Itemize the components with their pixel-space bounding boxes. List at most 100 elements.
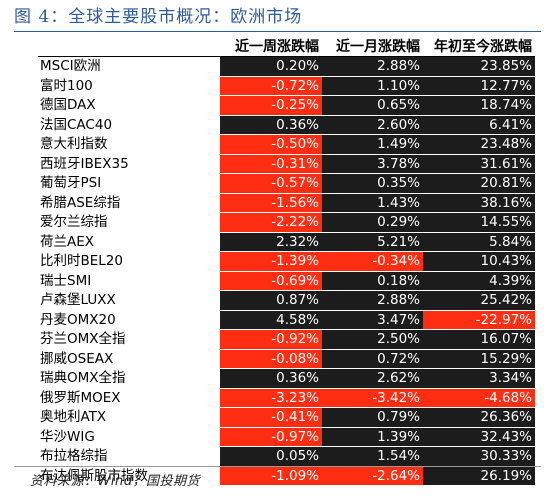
month-change-cell: 5.21% bbox=[322, 232, 423, 252]
index-name: 意大利指数 bbox=[38, 134, 220, 155]
title-divider bbox=[14, 31, 541, 32]
ytd-change-cell: 25.42% bbox=[423, 290, 535, 311]
table-row: 瑞典OMX全指 0.36% 2.62% 3.34% bbox=[38, 368, 535, 389]
table-row: 意大利指数 -0.50% 1.49% 23.48% bbox=[38, 134, 535, 155]
week-change-cell: -0.69% bbox=[220, 271, 322, 291]
index-name: MSCI欧洲 bbox=[38, 56, 220, 77]
index-name: 奥地利ATX bbox=[38, 407, 220, 428]
week-change-cell: 0.36% bbox=[220, 115, 322, 135]
month-change-cell: 1.39% bbox=[322, 427, 423, 447]
market-table: 近一周涨跌幅 近一月涨跌幅 年初至今涨跌幅 MSCI欧洲 0.20% 2.88% 23… bbox=[38, 36, 535, 486]
index-name: 挪威OSEAX bbox=[38, 349, 220, 369]
week-change-cell: 0.87% bbox=[220, 290, 322, 311]
month-change-cell: 2.60% bbox=[322, 115, 423, 135]
index-name: 布拉格综指 bbox=[38, 446, 220, 467]
ytd-change-cell: -4.68% bbox=[423, 388, 535, 408]
week-change-cell: -0.92% bbox=[220, 329, 322, 350]
week-change-cell: 0.20% bbox=[220, 56, 322, 77]
ytd-change-cell: 23.48% bbox=[423, 134, 535, 155]
ytd-change-cell: 4.39% bbox=[423, 271, 535, 291]
index-name: 德国DAX bbox=[38, 95, 220, 116]
ytd-change-cell: 12.77% bbox=[423, 76, 535, 96]
week-change-cell: -1.09% bbox=[220, 466, 322, 486]
ytd-change-cell: 38.16% bbox=[423, 193, 535, 213]
table-row: 荷兰AEX 2.32% 5.21% 5.84% bbox=[38, 232, 535, 252]
month-change-cell: 0.79% bbox=[322, 407, 423, 428]
week-change-cell: 4.58% bbox=[220, 310, 322, 330]
month-change-cell: 2.62% bbox=[322, 368, 423, 389]
ytd-change-cell: 10.43% bbox=[423, 251, 535, 272]
index-name: 布达佩斯股市指数 bbox=[38, 466, 220, 486]
ytd-change-cell: 30.33% bbox=[423, 446, 535, 467]
month-change-cell: 1.43% bbox=[322, 193, 423, 213]
month-change-cell: 2.88% bbox=[322, 290, 423, 311]
index-name: 瑞典OMX全指 bbox=[38, 368, 220, 389]
week-change-cell: -3.23% bbox=[220, 388, 322, 408]
ytd-change-cell: 20.81% bbox=[423, 173, 535, 194]
table-body: MSCI欧洲 0.20% 2.88% 23.85% 富时100 -0.72% 1.10% 12… bbox=[38, 56, 535, 486]
week-change-cell: -0.41% bbox=[220, 407, 322, 428]
table-row: 丹麦OMX20 4.58% 3.47% -22.97% bbox=[38, 310, 535, 330]
table-row: 华沙WIG -0.97% 1.39% 32.43% bbox=[38, 427, 535, 447]
table-row: 比利时BEL20 -1.39% -0.34% 10.43% bbox=[38, 251, 535, 272]
ytd-change-cell: 23.85% bbox=[423, 56, 535, 77]
month-change-cell: -0.34% bbox=[322, 251, 423, 272]
table-row: 挪威OSEAX -0.08% 0.72% 15.29% bbox=[38, 349, 535, 369]
week-change-cell: -0.97% bbox=[220, 427, 322, 447]
table-row: 奥地利ATX -0.41% 0.79% 26.36% bbox=[38, 407, 535, 428]
month-change-cell: 2.50% bbox=[322, 329, 423, 350]
index-name: 华沙WIG bbox=[38, 427, 220, 447]
ytd-change-cell: 6.41% bbox=[423, 115, 535, 135]
index-name: 葡萄牙PSI bbox=[38, 173, 220, 194]
market-table-container: 近一周涨跌幅 近一月涨跌幅 年初至今涨跌幅 MSCI欧洲 0.20% 2.88% 23… bbox=[38, 36, 535, 486]
ytd-change-cell: 32.43% bbox=[423, 427, 535, 447]
week-change-cell: 2.32% bbox=[220, 232, 322, 252]
header-ytd: 年初至今涨跌幅 bbox=[423, 36, 535, 57]
week-change-cell: -1.56% bbox=[220, 193, 322, 213]
table-row: 葡萄牙PSI -0.57% 0.35% 20.81% bbox=[38, 173, 535, 194]
index-name: 瑞士SMI bbox=[38, 271, 220, 291]
index-name: 荷兰AEX bbox=[38, 232, 220, 252]
index-name: 俄罗斯MOEX bbox=[38, 388, 220, 408]
week-change-cell: 0.05% bbox=[220, 446, 322, 467]
source-divider bbox=[14, 466, 541, 467]
ytd-change-cell: 16.07% bbox=[423, 329, 535, 350]
index-name: 希腊ASE综指 bbox=[38, 193, 220, 213]
ytd-change-cell: 31.61% bbox=[423, 154, 535, 174]
week-change-cell: -0.57% bbox=[220, 173, 322, 194]
source-note: 资料来源：Wind，国投期货 bbox=[30, 474, 200, 489]
week-change-cell: -0.31% bbox=[220, 154, 322, 174]
table-row: 瑞士SMI -0.69% 0.18% 4.39% bbox=[38, 271, 535, 291]
index-name: 丹麦OMX20 bbox=[38, 310, 220, 330]
ytd-change-cell: 26.36% bbox=[423, 407, 535, 428]
ytd-change-cell: 5.84% bbox=[423, 232, 535, 252]
week-change-cell: -0.72% bbox=[220, 76, 322, 96]
index-name: 爱尔兰综指 bbox=[38, 212, 220, 233]
table-row: 德国DAX -0.25% 0.65% 18.74% bbox=[38, 95, 535, 116]
header-week: 近一周涨跌幅 bbox=[220, 36, 322, 57]
month-change-cell: 1.49% bbox=[322, 134, 423, 155]
table-row: 富时100 -0.72% 1.10% 12.77% bbox=[38, 76, 535, 96]
index-name: 比利时BEL20 bbox=[38, 251, 220, 272]
table-row: 布拉格综指 0.05% 1.54% 30.33% bbox=[38, 446, 535, 467]
index-name: 法国CAC40 bbox=[38, 115, 220, 135]
header-row: 近一周涨跌幅 近一月涨跌幅 年初至今涨跌幅 bbox=[38, 36, 535, 57]
week-change-cell: -1.39% bbox=[220, 251, 322, 272]
month-change-cell: 0.65% bbox=[322, 95, 423, 116]
index-name: 西班牙IBEX35 bbox=[38, 154, 220, 174]
week-change-cell: -2.22% bbox=[220, 212, 322, 233]
week-change-cell: -0.08% bbox=[220, 349, 322, 369]
ytd-change-cell: 26.19% bbox=[423, 466, 535, 486]
ytd-change-cell: 15.29% bbox=[423, 349, 535, 369]
table-row: 布达佩斯股市指数 -1.09% -2.64% 26.19% bbox=[38, 466, 535, 486]
table-row: 爱尔兰综指 -2.22% 0.29% 14.55% bbox=[38, 212, 535, 233]
month-change-cell: 2.88% bbox=[322, 56, 423, 77]
month-change-cell: -3.42% bbox=[322, 388, 423, 408]
table-header: 近一周涨跌幅 近一月涨跌幅 年初至今涨跌幅 bbox=[38, 36, 535, 57]
month-change-cell: 0.72% bbox=[322, 349, 423, 369]
ytd-change-cell: -22.97% bbox=[423, 310, 535, 330]
table-row: 芬兰OMX全指 -0.92% 2.50% 16.07% bbox=[38, 329, 535, 350]
table-row: 卢森堡LUXX 0.87% 2.88% 25.42% bbox=[38, 290, 535, 311]
ytd-change-cell: 14.55% bbox=[423, 212, 535, 233]
header-name bbox=[38, 36, 220, 57]
